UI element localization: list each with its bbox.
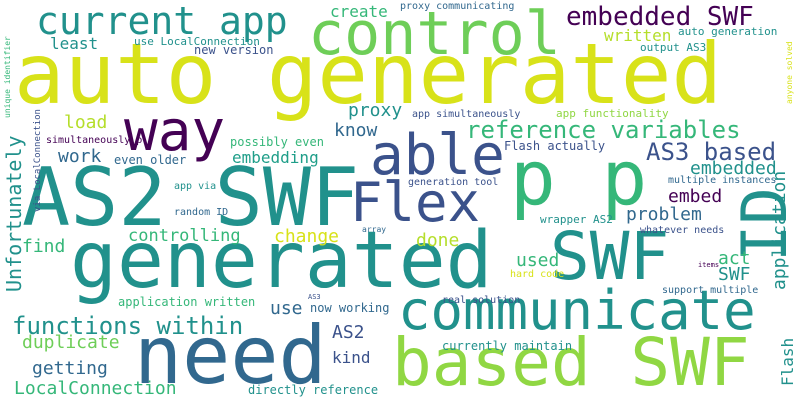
word-control: control <box>308 0 561 69</box>
word-reference-variables: reference variables <box>466 116 741 144</box>
word-hard-code: hard code <box>510 269 565 280</box>
word-support-multiple: support multiple <box>662 285 759 296</box>
word-as3: AS3 <box>308 293 321 301</box>
word-controlling: controlling <box>128 226 241 246</box>
word-know: know <box>334 120 378 141</box>
word-flex: Flex <box>350 171 481 234</box>
word-embed: embed <box>668 186 723 207</box>
word-change: change <box>274 226 340 247</box>
word-app-simultaneously: app simultaneously <box>412 109 521 120</box>
word-communicate: communicate <box>398 279 756 342</box>
word-based-swf: based SWF <box>392 324 750 400</box>
word-simultaneously-p: simultaneously p <box>46 135 143 146</box>
word-getting: getting <box>32 358 108 379</box>
word-even-older: even older <box>114 153 187 167</box>
word-find: find <box>22 236 66 257</box>
word-need: need <box>134 309 327 400</box>
word-new-version: new version <box>194 43 274 57</box>
word-swf: SWF <box>550 218 670 295</box>
word-wrapper-as2: wrapper AS2 <box>540 213 613 226</box>
word-duplicate: duplicate <box>22 332 120 353</box>
word-problem: problem <box>626 204 702 225</box>
word-create: create <box>330 2 388 21</box>
word-use: use <box>270 298 303 319</box>
word-items: items <box>698 261 720 269</box>
word-application: application <box>769 170 790 290</box>
word-application-written: application written <box>118 295 256 309</box>
word-least: least <box>50 34 99 53</box>
word-p-p: p p <box>510 133 648 222</box>
word-use-localconnection: use LocalConnection <box>134 35 260 48</box>
word-app-via: app via <box>174 181 217 192</box>
word-generation-tool: generation tool <box>408 177 499 188</box>
word-act: act <box>718 248 751 269</box>
word-real-solution: real solution <box>442 295 521 306</box>
word-kind: kind <box>332 348 371 367</box>
word-embedded: embedded <box>690 158 777 179</box>
word-localconnection: LocalConnection <box>14 378 177 399</box>
word-multiple-instances: multiple instances <box>668 175 777 186</box>
word-directly-reference: directly reference <box>248 383 379 397</box>
word-as2-swf: AS2 SWF <box>22 151 360 244</box>
word-functions-within: functions within <box>12 312 244 340</box>
word-embedding: embedding <box>232 148 319 167</box>
word-output-as3: output AS3 <box>640 41 707 54</box>
word-proxy: proxy <box>348 100 403 121</box>
word-as3-based: AS3 based <box>646 138 777 166</box>
word-currently-maintain: currently maintain <box>442 339 573 353</box>
word-flash: Flash <box>778 337 797 386</box>
word-via-localconnection: via LocalConnection <box>33 109 43 212</box>
word-used: used <box>516 250 560 271</box>
word-unfortunately: Unfortunately <box>2 135 26 292</box>
word-now-working: now working <box>310 301 390 315</box>
word-work: work <box>58 146 102 167</box>
word-embedded-swf: embedded SWF <box>566 2 754 32</box>
word-written: written <box>604 26 672 45</box>
word-app-functionality: app functionality <box>556 107 669 120</box>
word-swf-small: SWF <box>718 264 751 285</box>
word-load: load <box>64 112 108 133</box>
word-as2: AS2 <box>332 322 365 343</box>
word-way: way <box>124 99 226 164</box>
word-current-app: current app <box>36 0 288 43</box>
word-auto-generated: auto generated <box>14 25 723 123</box>
word-done: done <box>416 230 460 251</box>
word-able: able <box>370 123 505 188</box>
word-flash-actually: Flash actually <box>504 139 606 153</box>
word-unique-identifier: unique identifier <box>3 36 12 118</box>
word-anyone-solved: anyone solved <box>785 41 794 104</box>
word-auto-generation: auto generation <box>678 25 778 38</box>
word-proxy-communicating: proxy communicating <box>400 1 515 12</box>
word-generated: generated <box>70 216 493 306</box>
word-possibly-even: possibly even <box>230 135 324 149</box>
word-array: array <box>362 225 387 234</box>
word-random-id: random ID <box>174 207 229 218</box>
word-whatever-needs: whatever needs <box>640 225 725 236</box>
